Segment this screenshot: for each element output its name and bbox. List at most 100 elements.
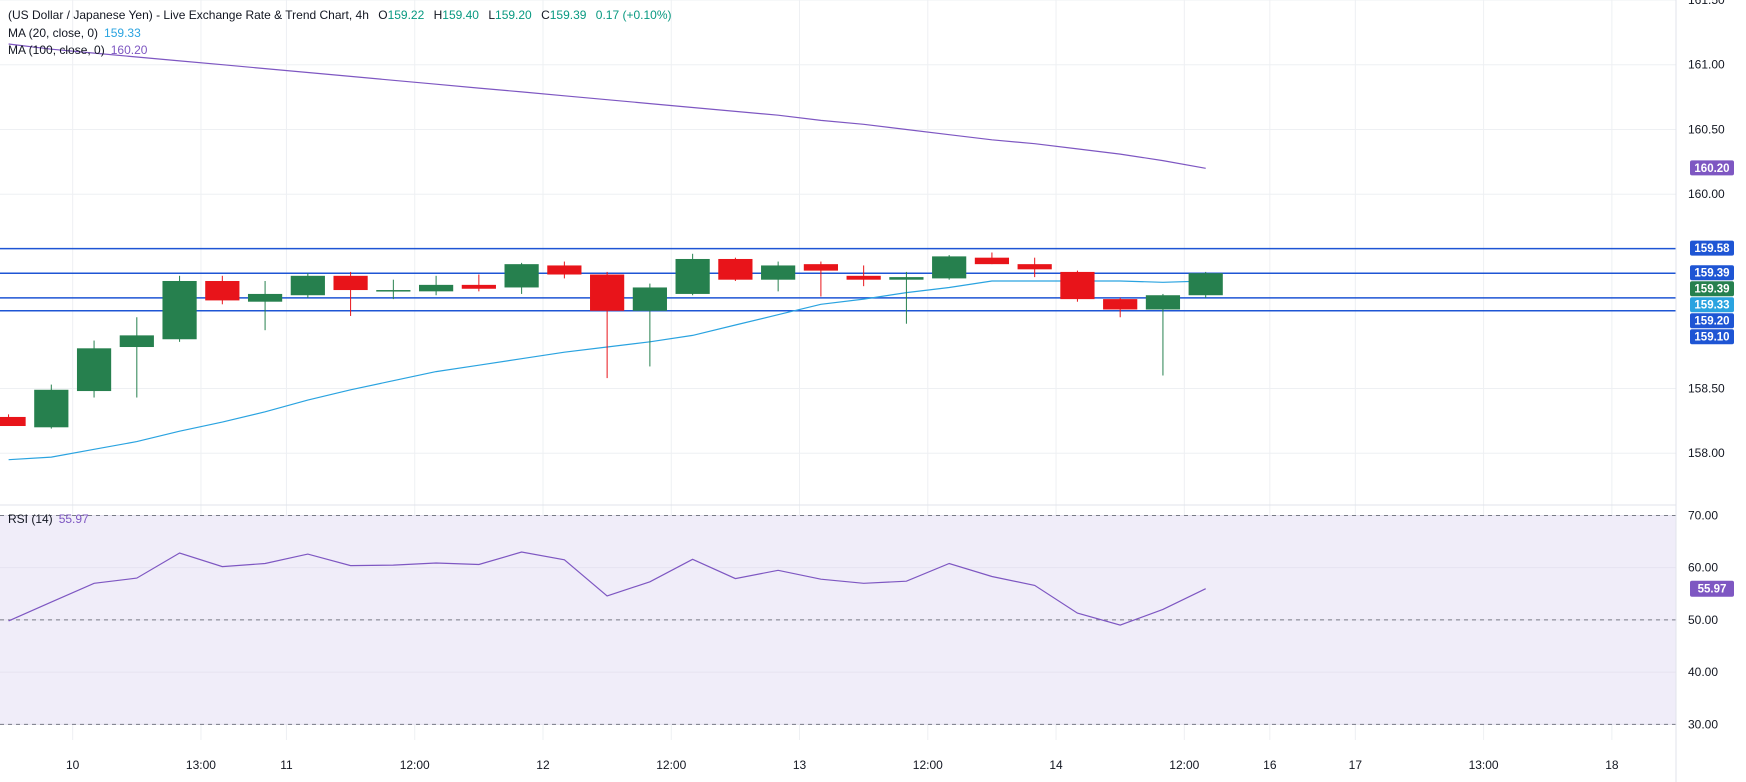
candle-body [205,280,240,301]
candle-body [932,256,967,279]
candle-up [761,261,796,292]
ohlc-change: 0.17 (+0.10%) [595,8,672,22]
time-tick-label: 12 [536,758,550,772]
price-label: 159.58 [1690,240,1734,256]
candle-body [1188,273,1223,296]
candle-down [547,261,582,279]
candle-body [0,416,26,427]
candle-body [632,287,667,311]
candle-up [376,279,411,300]
time-tick-label: 12:00 [1169,758,1199,772]
time-tick-label: 16 [1263,758,1277,772]
candle-down [590,271,625,379]
candle-up [889,271,924,324]
price-label-bg [1690,160,1734,176]
price-label-bg [1690,329,1734,345]
candle-down [205,275,240,305]
rsi-last-label-bg [1690,580,1734,597]
price-tick-label: 160.00 [1688,187,1725,201]
candle-down [333,271,368,316]
time-tick-label: 17 [1349,758,1363,772]
rsi-label: RSI (14) [8,512,53,526]
ma100-value: 160.20 [110,43,148,57]
candle-down [1060,270,1095,302]
candle-body [1103,299,1138,310]
legend-rsi[interactable]: RSI (14) 55.97 [8,512,89,527]
candle-body [889,277,924,280]
candle-body [290,275,325,296]
candle-down [0,414,26,427]
rsi-value: 55.97 [58,512,89,526]
candle-body [247,293,283,302]
candle-up [162,275,197,342]
chart-title: (US Dollar / Japanese Yen) - Live Exchan… [8,8,369,22]
chart-legend-header: (US Dollar / Japanese Yen) - Live Exchan… [8,8,672,23]
price-tick-label: 161.50 [1688,0,1725,7]
price-label-bg [1690,313,1734,329]
candle-body [974,257,1010,265]
legend-ma100[interactable]: MA (100, close, 0) 160.20 [8,43,147,58]
candle-up [290,273,325,298]
rsi-tick-label: 50.00 [1688,613,1718,627]
candle-down [718,257,753,281]
rsi-last-label-text: 55.97 [1698,584,1727,596]
rsi-tick-label: 70.00 [1688,508,1718,522]
candle-body [376,290,411,292]
candle-body [803,264,838,271]
candle-body [547,265,582,275]
price-label-bg [1690,297,1734,313]
candle-down [974,252,1010,265]
candle-down [1103,297,1138,318]
price-label-text: 159.58 [1694,243,1730,255]
price-label: 159.20 [1690,313,1734,329]
price-label: 159.10 [1690,329,1734,345]
ohlc-close: C159.39 [541,8,587,22]
candle-body [761,265,796,280]
time-tick-label: 10 [66,758,80,772]
price-tick-label: 161.00 [1688,58,1725,72]
time-tick-label: 12:00 [913,758,943,772]
candle-body [162,280,197,340]
time-tick-label: 13:00 [186,758,216,772]
rsi-pane [0,514,1676,725]
price-labels: 160.20 159.58 159.39 159.39 159.33 159.20 159.… [1690,160,1734,597]
price-label-bg [1690,265,1734,281]
candle-body [1145,295,1181,310]
ohlc-values: O159.22 H159.40 L159.20 C159.39 0.17 (+0… [378,8,671,22]
price-label: 159.33 [1690,297,1734,313]
ohlc-high: H159.40 [433,8,479,22]
price-axis[interactable]: 161.50 161.00 160.50 160.00 158.50 158.00 70.0… [1688,0,1725,731]
price-label-text: 160.20 [1694,163,1729,175]
candles [0,252,1223,429]
price-label-bg [1690,240,1734,256]
candle-body [1060,271,1095,300]
candle-up [76,340,112,398]
price-label-text: 159.33 [1694,300,1729,312]
candle-up [1188,271,1223,298]
legend-ma20[interactable]: MA (20, close, 0) 159.33 [8,26,141,41]
ohlc-low: L159.20 [488,8,532,22]
time-tick-label: 11 [280,758,293,772]
time-tick-label: 12:00 [400,758,430,772]
candle-body [718,258,753,280]
candle-down [803,261,838,297]
candle-down [1017,257,1052,278]
candle-up [1145,293,1181,376]
price-label-text: 159.10 [1694,332,1729,344]
rsi-tick-label: 40.00 [1688,665,1718,679]
ma100-label: MA (100, close, 0) [8,43,105,57]
candle-up [675,253,710,296]
candle-body [76,348,112,392]
rsi-tick-label: 30.00 [1688,717,1718,731]
candle-up [932,255,967,280]
candle-body [333,275,368,291]
x-axis: 10 13:00 11 12:00 12 12:00 13 12:00 14 12:00 16 17 1… [66,758,1619,772]
candle-body [34,389,69,428]
candle-down [846,265,881,287]
candle-body [119,335,154,348]
time-tick-label: 14 [1049,758,1063,772]
price-label: 159.39 [1690,281,1734,297]
candle-body [504,264,539,288]
candle-body [419,284,454,292]
